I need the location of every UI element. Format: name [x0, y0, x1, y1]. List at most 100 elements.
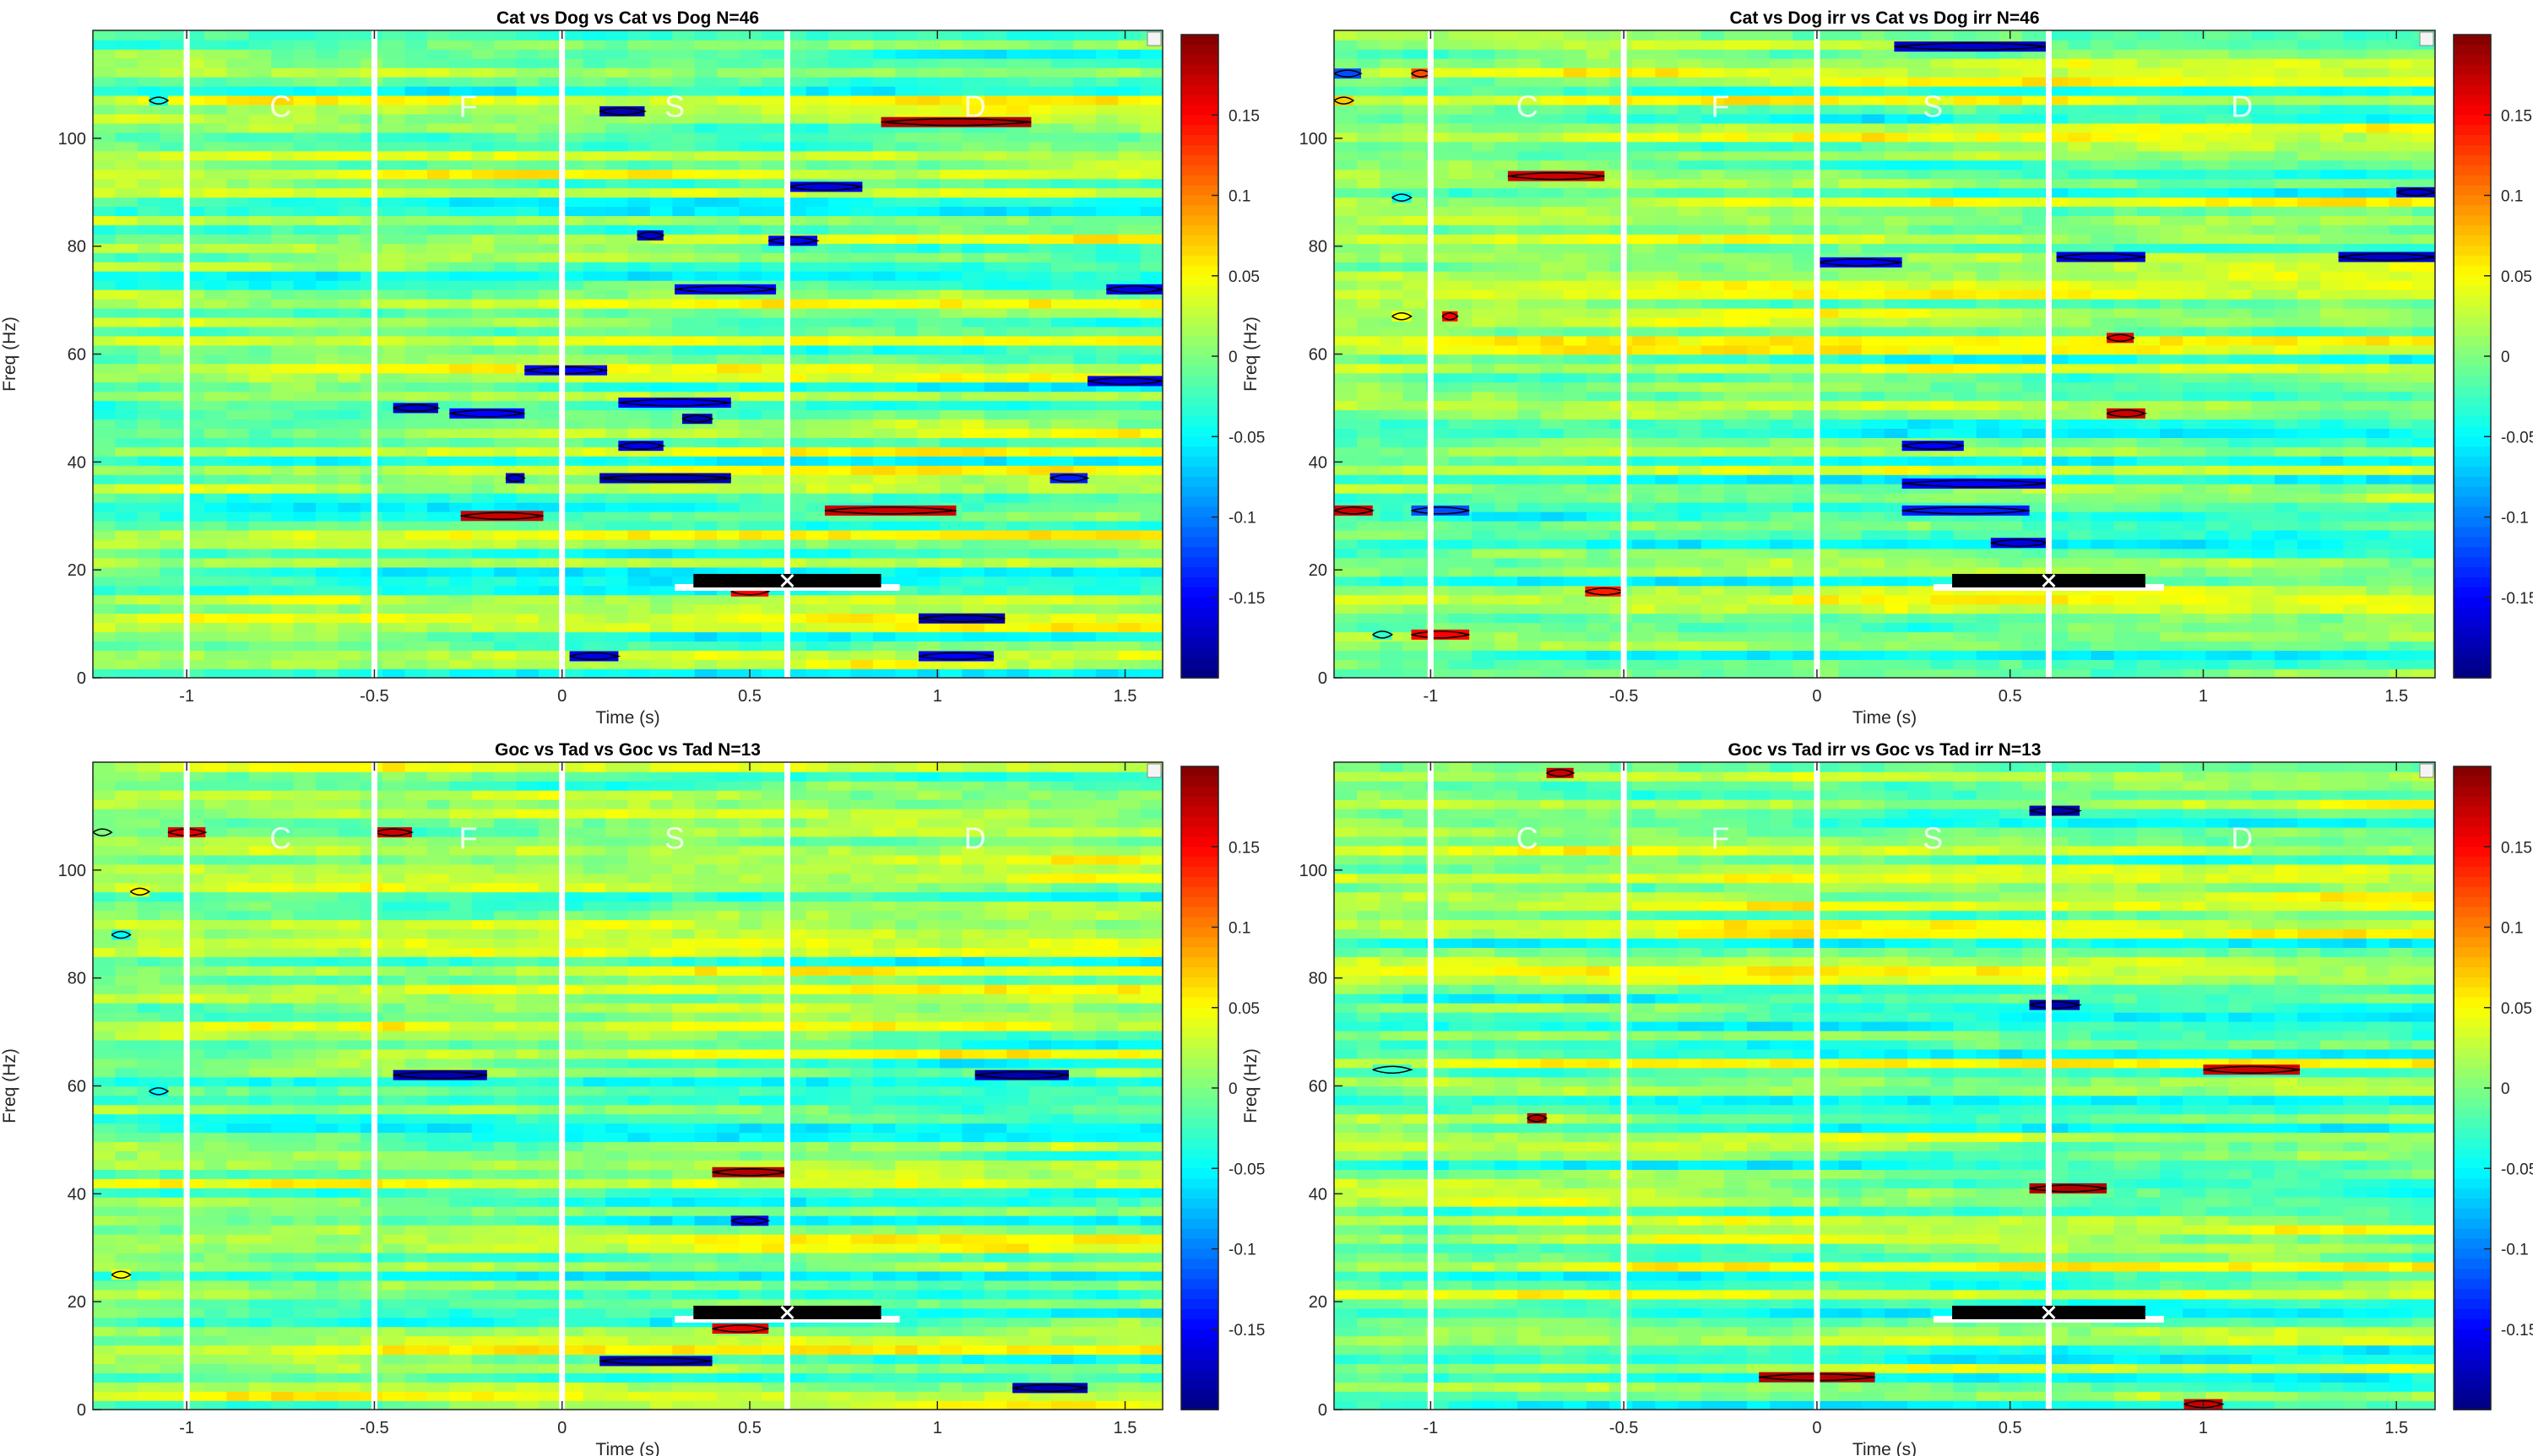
heatmap-cell — [895, 372, 919, 383]
heatmap-cell — [2251, 594, 2275, 605]
heatmap-cell — [805, 67, 829, 78]
heatmap-cell — [182, 585, 205, 596]
heatmap-cell — [115, 48, 138, 59]
heatmap-cell — [872, 613, 897, 624]
heatmap-cell — [694, 169, 718, 180]
heatmap-cell — [2251, 539, 2275, 549]
colorbar-step — [1181, 447, 1218, 457]
heatmap-cell — [605, 456, 629, 466]
heatmap-cell — [1563, 641, 1587, 651]
heatmap-cell — [1334, 465, 1358, 475]
heatmap-cell — [605, 317, 629, 327]
heatmap-cell — [872, 548, 897, 559]
heatmap-cell — [761, 270, 785, 281]
heatmap-cell — [426, 85, 451, 96]
heatmap-cell — [561, 594, 584, 605]
heatmap-cell — [2205, 447, 2230, 457]
heatmap-cell — [1976, 539, 2000, 549]
heatmap-cell — [182, 511, 205, 522]
heatmap-cell — [583, 307, 606, 318]
heatmap-cell — [204, 215, 228, 225]
heatmap-cell — [2343, 594, 2368, 605]
heatmap-cell — [404, 40, 428, 50]
heatmap-cell — [1540, 604, 1565, 614]
heatmap-cell — [1095, 539, 1119, 549]
heatmap-cell — [1953, 456, 1977, 466]
heatmap-cell — [850, 344, 874, 355]
heatmap-cell — [1073, 501, 1097, 512]
heatmap-cell — [828, 326, 852, 337]
heatmap-cell — [1073, 57, 1097, 68]
heatmap-cell — [516, 613, 540, 624]
heatmap-cell — [2091, 428, 2115, 438]
heatmap-cell — [1655, 659, 1679, 669]
heatmap-cell — [895, 437, 919, 447]
heatmap-cell — [271, 382, 295, 392]
heatmap-cell — [426, 206, 451, 216]
heatmap-cell — [895, 428, 919, 438]
heatmap-cell — [828, 419, 852, 429]
heatmap-cell — [1472, 566, 1495, 577]
heatmap-cell — [1095, 437, 1119, 447]
heatmap-cell — [739, 234, 762, 244]
heatmap-cell — [2251, 641, 2275, 651]
heatmap-cell — [940, 354, 963, 365]
heatmap-cell — [1006, 279, 1030, 290]
heatmap-cell — [449, 631, 473, 641]
heatmap-cell — [561, 344, 584, 355]
heatmap-cell — [2320, 474, 2345, 484]
heatmap-cell — [694, 243, 718, 253]
heatmap-cell — [649, 641, 674, 651]
heatmap-cell — [1930, 511, 1955, 522]
colorbar-step — [1181, 396, 1218, 408]
heatmap-cell — [248, 48, 272, 59]
heatmap-cell — [1976, 492, 2000, 503]
heatmap-cell — [1073, 122, 1097, 133]
heatmap-cell — [1118, 474, 1142, 484]
heatmap-cell — [672, 668, 696, 678]
heatmap-cell — [1006, 215, 1030, 225]
heatmap-cell — [382, 539, 406, 549]
heatmap-cell — [739, 252, 762, 263]
heatmap-cell — [494, 344, 518, 355]
colorbar-step — [1181, 406, 1218, 418]
heatmap-cell — [694, 428, 718, 438]
heatmap-cell — [1118, 437, 1142, 447]
heatmap-cell — [2160, 641, 2183, 651]
heatmap-cell — [271, 511, 295, 522]
heatmap-cell — [1425, 465, 1450, 475]
heatmap-cell — [2389, 566, 2413, 577]
heatmap-cell — [471, 225, 495, 235]
heatmap-cell — [850, 529, 874, 540]
heatmap-cell — [2251, 585, 2275, 596]
heatmap-cell — [1140, 419, 1163, 429]
heatmap-cell — [1118, 594, 1142, 605]
heatmap-cell — [182, 57, 205, 68]
heatmap-cell — [1472, 391, 1495, 402]
heatmap-cell — [137, 160, 160, 170]
heatmap-cell — [850, 317, 874, 327]
heatmap-cell — [316, 317, 339, 327]
heatmap-cell — [1028, 57, 1052, 68]
heatmap-cell — [583, 483, 606, 494]
heatmap-cell — [1380, 548, 1404, 559]
heatmap-cell — [93, 437, 117, 447]
heatmap-cell — [538, 122, 562, 133]
heatmap-cell — [672, 178, 696, 189]
heatmap-cell — [471, 197, 495, 207]
heatmap-cell — [2160, 594, 2183, 605]
heatmap-cell — [137, 650, 160, 660]
heatmap-cell — [784, 419, 807, 429]
heatmap-cell — [1006, 400, 1030, 411]
colorbar-step — [1181, 295, 1218, 307]
heatmap-cell — [382, 363, 406, 374]
heatmap-cell — [338, 650, 361, 660]
heatmap-cell — [382, 650, 406, 660]
heatmap-cell — [627, 270, 651, 281]
heatmap-cell — [516, 344, 540, 355]
heatmap-cell — [850, 474, 874, 484]
heatmap-cell — [1051, 76, 1075, 87]
heatmap-cell — [2113, 474, 2138, 484]
colorbar-step — [1181, 346, 1218, 357]
heatmap-cell — [248, 252, 272, 263]
